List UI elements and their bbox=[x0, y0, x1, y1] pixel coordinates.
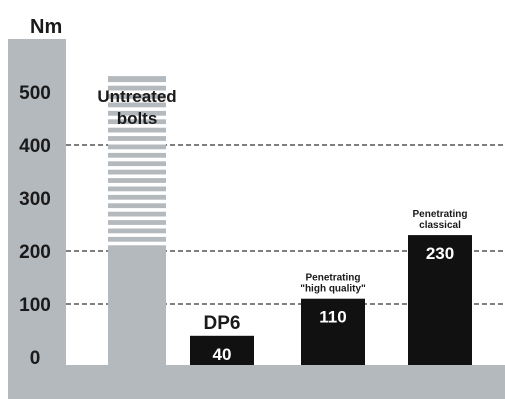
y-tick-label: 0 bbox=[30, 348, 41, 369]
y-tick-label: 500 bbox=[19, 83, 51, 104]
bar-category-label: DP6 bbox=[204, 313, 241, 334]
bar-category-label: "high quality" bbox=[300, 284, 366, 295]
bar-stripe bbox=[108, 140, 166, 145]
bar-category-label: Penetrating bbox=[412, 209, 467, 220]
bar-category-label: classical bbox=[419, 220, 461, 231]
bar-stripe bbox=[108, 224, 166, 229]
bar-stripe bbox=[108, 107, 166, 111]
bar-stripe bbox=[108, 208, 166, 212]
y-tick-label: 100 bbox=[19, 295, 51, 316]
bar-label: Untreated bbox=[97, 87, 176, 106]
bar-label: bolts bbox=[117, 109, 158, 128]
bar-stripe bbox=[108, 82, 166, 86]
bar-stripe bbox=[108, 191, 166, 195]
y-tick-label: 200 bbox=[19, 242, 51, 263]
bar-stripe bbox=[108, 216, 166, 221]
bar-stripe bbox=[108, 98, 166, 103]
bar-stripe bbox=[108, 233, 166, 237]
bar-value-label: 230 bbox=[426, 244, 454, 263]
y-unit-label: Nm bbox=[30, 16, 62, 38]
bar-value-label: 40 bbox=[213, 345, 232, 364]
bar-stripe bbox=[108, 132, 166, 137]
bar-stripe bbox=[108, 124, 166, 128]
plot-area: 0 100 200 300 400 500 Untreated bolts 40 DP6 110 Pe… bbox=[8, 39, 505, 399]
bar-stripe bbox=[108, 115, 166, 120]
bar-stripe bbox=[108, 157, 166, 162]
bar-stripe bbox=[108, 90, 166, 95]
bar-stripe bbox=[108, 174, 166, 179]
bar-stripe bbox=[108, 199, 166, 204]
bar-stripe bbox=[108, 182, 166, 187]
y-tick-label: 400 bbox=[19, 136, 51, 157]
y-axis-band bbox=[8, 39, 66, 399]
y-tick-label: 300 bbox=[19, 189, 51, 210]
bar-stripe bbox=[108, 166, 166, 170]
bar-penetrating-high-quality bbox=[301, 298, 365, 365]
x-axis-band bbox=[8, 365, 505, 399]
bar-stripe bbox=[108, 149, 166, 153]
bar-stripe bbox=[108, 241, 166, 246]
bar-value-label: 110 bbox=[319, 308, 346, 327]
bar-untreated-bolts bbox=[108, 76, 166, 399]
bar-dp6 bbox=[190, 335, 254, 365]
bar-penetrating-classical bbox=[408, 235, 472, 365]
bar-category-label: Penetrating bbox=[305, 273, 360, 284]
